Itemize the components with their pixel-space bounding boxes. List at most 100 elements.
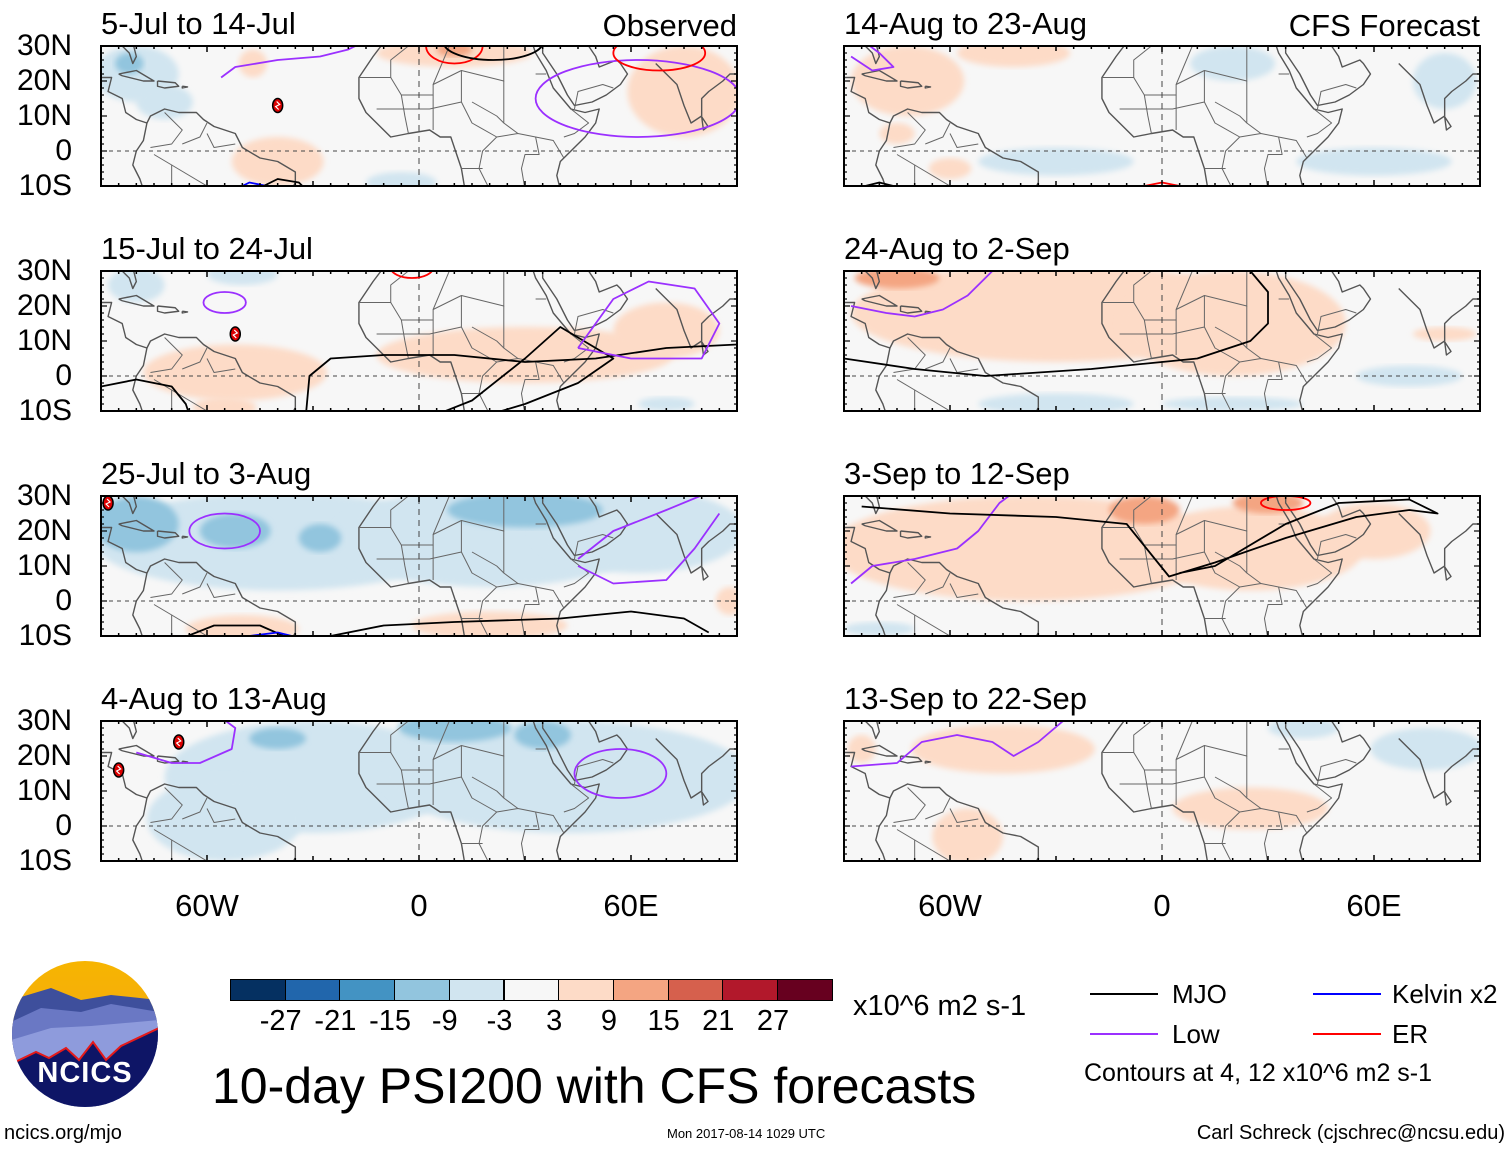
- positive-anomaly-region: [957, 46, 1071, 67]
- coastline: [541, 46, 629, 107]
- colorbar-label: -9: [431, 1005, 458, 1037]
- coastline: [844, 526, 1040, 636]
- country-border: [1306, 558, 1333, 588]
- lon-tick-label: 0: [410, 888, 428, 923]
- country-border: [914, 389, 951, 411]
- lat-tick-label: 10S: [18, 619, 72, 652]
- country-border: [1306, 108, 1333, 138]
- coastline: [156, 80, 180, 89]
- lat-tick-label: 30N: [16, 29, 72, 62]
- site-link[interactable]: ncics.org/mjo: [4, 1122, 122, 1144]
- country-border: [1214, 551, 1248, 574]
- colorbar-swatch: [394, 979, 450, 1001]
- country-border: [1101, 721, 1248, 771]
- coastline: [532, 496, 600, 636]
- positive-anomaly-region: [411, 611, 568, 636]
- coastline: [1275, 271, 1343, 411]
- kelvin-contour: [249, 631, 296, 636]
- country-border: [390, 271, 409, 303]
- negative-anomaly-region: [447, 496, 603, 528]
- colorbar-label: -3: [486, 1005, 513, 1037]
- positive-anomaly-region: [932, 808, 1003, 861]
- country-border: [1203, 520, 1308, 609]
- country-border: [432, 721, 450, 760]
- tropical-storm-icon: [271, 97, 284, 114]
- coastline: [924, 760, 932, 764]
- mjo-contour: [861, 498, 1439, 578]
- coastline: [924, 535, 932, 539]
- coastline: [358, 46, 466, 186]
- panel-title: 3-Sep to 12-Sep: [844, 456, 1070, 491]
- mjo-contour: [326, 610, 710, 636]
- colorbar-label: -21: [314, 1005, 357, 1037]
- negative-anomaly-region: [383, 721, 737, 833]
- country-border: [390, 46, 409, 78]
- positive-anomaly-region: [143, 344, 328, 401]
- mjo-contour: [844, 271, 1269, 377]
- coastline: [181, 310, 189, 314]
- country-border: [471, 776, 505, 799]
- country-border: [1101, 46, 1248, 96]
- country-border: [182, 347, 208, 370]
- low-contour: [577, 280, 721, 360]
- er-contour: [612, 46, 707, 72]
- colorbar-swatch: [284, 979, 341, 1001]
- coastline: [655, 288, 737, 349]
- tropical-storm-icon: [172, 734, 185, 750]
- tropical-storm-icon: [229, 326, 242, 342]
- country-border: [1221, 136, 1241, 186]
- country-border: [573, 84, 614, 110]
- coastline: [532, 46, 600, 186]
- low-contour: [573, 748, 668, 799]
- timestamp: Mon 2017-08-14 1029 UTC: [667, 1126, 826, 1141]
- contour-note: Contours at 4, 12 x10^6 m2 s-1: [1084, 1059, 1433, 1087]
- low-contour: [577, 496, 703, 560]
- map-panel: [100, 270, 738, 412]
- coastline: [120, 721, 138, 740]
- country-border: [478, 811, 498, 861]
- country-border: [478, 361, 498, 411]
- coastline: [1443, 341, 1452, 356]
- coastline: [1398, 63, 1480, 124]
- positive-anomaly-region: [627, 46, 737, 137]
- coastline: [101, 76, 297, 186]
- country-border: [1214, 326, 1248, 349]
- lon-tick-label: 60W: [175, 888, 239, 923]
- coastline: [541, 271, 629, 332]
- ncics-logo: NCICS: [11, 960, 159, 1108]
- map-panel: [100, 720, 738, 862]
- negative-anomaly-region: [199, 513, 271, 549]
- lat-tick-label: 30N: [16, 479, 72, 512]
- country-border: [153, 154, 173, 186]
- positive-anomaly-region: [436, 46, 472, 57]
- coastline: [844, 301, 1040, 411]
- country-border: [1221, 811, 1241, 861]
- country-border: [925, 347, 951, 370]
- negative-anomaly-region: [136, 84, 193, 120]
- coastline: [120, 271, 138, 290]
- lat-tick-label: 0: [55, 584, 72, 617]
- coastline: [358, 496, 466, 636]
- country-border: [182, 122, 208, 145]
- low-contour: [202, 291, 247, 314]
- country-border: [1316, 759, 1357, 785]
- coastline: [118, 294, 155, 307]
- country-border: [1263, 811, 1283, 861]
- map-panel: [843, 720, 1481, 862]
- lon-tick-label: 60E: [603, 888, 659, 923]
- positive-anomaly-region: [847, 735, 876, 763]
- legend-kelvin-label: Kelvin x2: [1392, 979, 1498, 1009]
- country-border: [1175, 271, 1193, 310]
- country-border: [573, 309, 614, 335]
- coastline: [899, 530, 923, 539]
- country-border: [150, 337, 183, 373]
- positive-anomaly-region: [185, 615, 299, 636]
- coastline: [655, 738, 737, 799]
- credit: Carl Schreck (cjschrec@ncsu.edu): [1196, 1122, 1505, 1144]
- country-border: [390, 721, 409, 753]
- country-border: [949, 808, 979, 823]
- coastline: [532, 271, 600, 411]
- er-contour: [1260, 496, 1312, 511]
- legend-kelvin-line: [1313, 993, 1381, 995]
- coastline: [1443, 116, 1452, 131]
